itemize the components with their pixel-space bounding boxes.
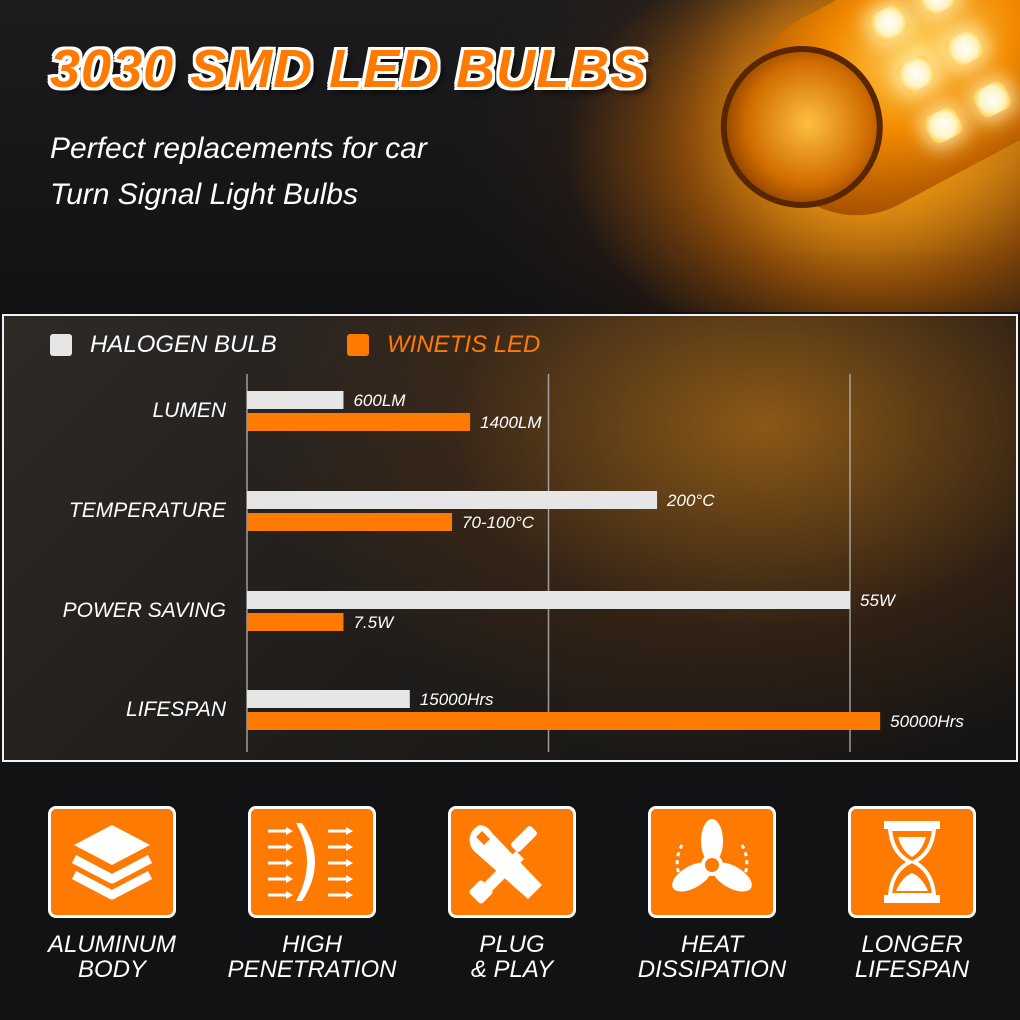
feature-label-line: LONGER	[861, 931, 963, 958]
feature-plug-and-play: PLUG & PLAY	[412, 806, 612, 982]
hourglass-icon	[884, 821, 940, 903]
subtitle-line-2: Turn Signal Light Bulbs	[50, 178, 358, 211]
fan-icon	[672, 819, 752, 892]
bar-value-label: 70-100°C	[462, 513, 535, 532]
feature-aluminum-body: ALUMINUM BODY	[12, 806, 212, 982]
bar	[247, 591, 850, 609]
legend-swatch-led	[347, 334, 369, 356]
bar-value-label: 50000Hrs	[890, 712, 964, 731]
feature-label-line: ALUMINUM	[47, 931, 176, 958]
bar-value-label: 15000Hrs	[420, 690, 494, 709]
category-label: POWER SAVING	[63, 599, 226, 622]
bar	[247, 391, 344, 409]
feature-label-line: & PLAY	[470, 956, 554, 983]
feature-label-line: PLUG	[479, 931, 545, 958]
led-chip	[894, 52, 939, 96]
feature-label: LONGER LIFESPAN	[812, 932, 1012, 982]
feature-icon-box	[848, 806, 976, 918]
bar-value-label: 55W	[860, 591, 897, 610]
subtitle-line-1: Perfect replacements for car	[50, 132, 427, 165]
bar-value-label: 7.5W	[353, 613, 395, 632]
hero-banner: 3030 SMD LED BULBS Perfect replacements …	[0, 0, 1020, 312]
feature-label-line: HIGH	[282, 931, 342, 958]
led-chip	[970, 78, 1015, 121]
bar-value-label: 200°C	[666, 491, 715, 510]
led-chip	[915, 0, 960, 19]
bar-value-label: 1400LM	[480, 413, 542, 432]
comparison-chart-panel: HALOGEN BULB WINETIS LED LUMEN 600LM 1400L…	[2, 314, 1018, 762]
bar	[247, 513, 453, 531]
led-chip	[867, 1, 912, 45]
feature-label-line: DISSIPATION	[637, 956, 787, 983]
category-label: LUMEN	[152, 399, 226, 422]
feature-high-penetration: HIGH PENETRATION	[212, 806, 412, 982]
bar	[247, 690, 410, 708]
wrench-screwdriver-icon	[469, 825, 542, 904]
feature-label: HIGH PENETRATION	[212, 932, 412, 982]
bar	[247, 613, 344, 631]
feature-heat-dissipation: HEAT DISSIPATION	[612, 806, 812, 982]
feature-label-line: PENETRATION	[227, 956, 397, 983]
headline: 3030 SMD LED BULBS	[50, 39, 648, 99]
feature-label: ALUMINUM BODY	[12, 932, 212, 982]
feature-icon-box	[48, 806, 176, 918]
bar-chart: LUMEN 600LM 1400LM TEMPERATURE 200°C 70-100°C…	[63, 374, 964, 752]
bar-value-label: 600LM	[353, 391, 406, 410]
feature-longer-lifespan: LONGER LIFESPAN	[812, 806, 1012, 982]
feature-label-line: BODY	[77, 956, 146, 983]
feature-icon-box	[648, 806, 776, 918]
led-bulb-image	[666, 0, 1020, 310]
legend-swatch-halogen	[50, 334, 72, 356]
features-row: ALUMINUM BODY	[0, 764, 1020, 1020]
led-chip	[921, 103, 966, 147]
feature-label-line: HEAT	[680, 931, 744, 958]
legend-label-led: WINETIS LED	[387, 331, 541, 358]
category-label: LIFESPAN	[126, 698, 227, 721]
bar	[247, 413, 471, 431]
layers-icon	[71, 825, 153, 900]
bar	[247, 491, 658, 509]
legend-label-halogen: HALOGEN BULB	[90, 331, 277, 358]
feature-label: HEAT DISSIPATION	[612, 932, 812, 982]
feature-icon-box	[248, 806, 376, 918]
feature-icon-box	[448, 806, 576, 918]
bar	[247, 712, 881, 730]
category-label: TEMPERATURE	[69, 499, 227, 522]
feature-label-line: LIFESPAN	[854, 956, 970, 983]
lens-arrows-icon	[268, 823, 353, 901]
feature-label: PLUG & PLAY	[412, 932, 612, 982]
led-chip	[942, 26, 987, 70]
